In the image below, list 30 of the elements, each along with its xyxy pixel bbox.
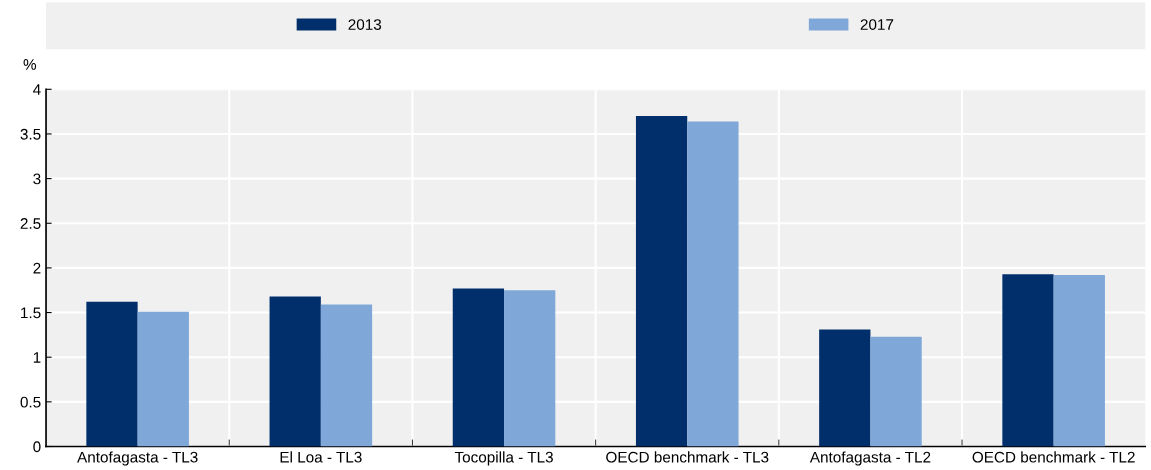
- y-axis-title: %: [23, 59, 37, 70]
- y-tick-label: 2: [33, 262, 41, 274]
- bar: [504, 290, 556, 447]
- legend-label: 2017: [860, 19, 894, 30]
- legend-label: 2013: [348, 19, 382, 30]
- bar: [452, 288, 505, 447]
- x-tick-label: Antofagasta - TL2: [809, 451, 931, 466]
- y-tick-label: 3: [33, 173, 41, 185]
- bar: [269, 296, 321, 447]
- y-tick-label: 0.5: [20, 396, 41, 408]
- y-tick-label: 4: [33, 84, 41, 95]
- bar: [687, 121, 739, 447]
- x-tick-label: Antofagasta - TL3: [77, 451, 198, 466]
- y-tick-label: 2.5: [20, 218, 41, 229]
- bar: [870, 336, 922, 447]
- bar: [137, 311, 189, 447]
- x-tick-label: Tocopilla - TL3: [454, 451, 553, 466]
- bar: [320, 304, 373, 447]
- y-tick-label: 0: [33, 441, 41, 453]
- x-tick-label: El Loa - TL3: [280, 451, 362, 463]
- bar: [1002, 274, 1054, 447]
- y-tick-label: 1: [33, 352, 41, 363]
- y-tick-label: 1.5: [21, 307, 41, 319]
- bar: [1053, 275, 1105, 447]
- bar: [819, 329, 871, 447]
- bar: [635, 116, 688, 447]
- x-tick-label: OECD benchmark - TL3: [606, 451, 769, 463]
- y-tick-label: 3.5: [20, 128, 41, 140]
- bar: [86, 301, 138, 447]
- x-tick-label: OECD benchmark - TL2: [972, 451, 1135, 463]
